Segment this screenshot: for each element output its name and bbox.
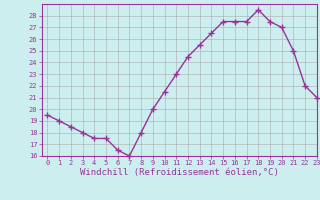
X-axis label: Windchill (Refroidissement éolien,°C): Windchill (Refroidissement éolien,°C) [80, 168, 279, 177]
